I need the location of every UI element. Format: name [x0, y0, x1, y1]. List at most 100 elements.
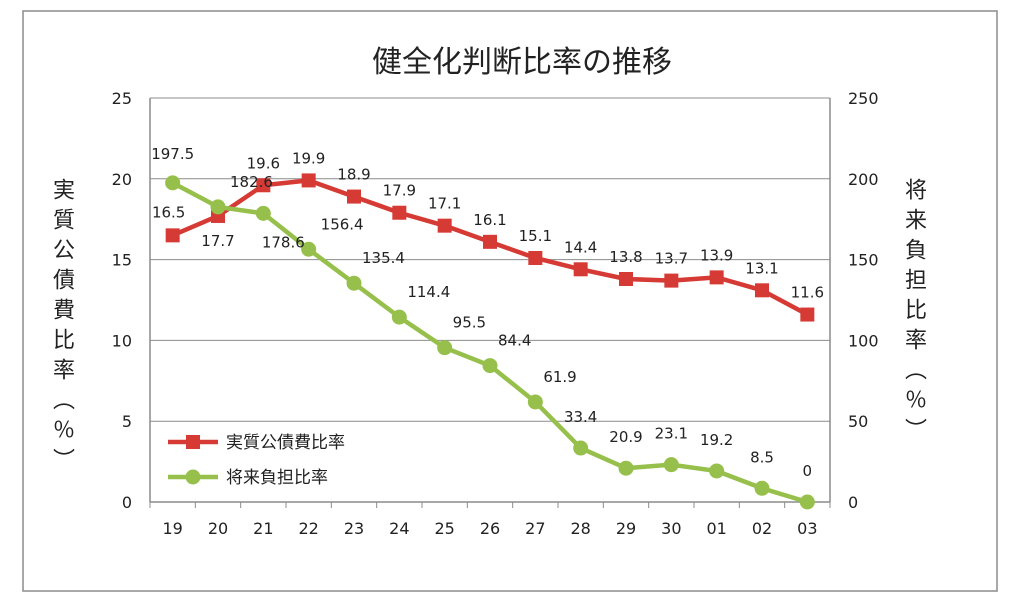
- data-label-debt-service-ratio: 13.1: [745, 259, 778, 277]
- legend-marker-debt-service-ratio: [186, 435, 200, 449]
- data-point-debt-service-ratio: [800, 307, 815, 322]
- data-point-future-burden-ratio: [165, 175, 181, 191]
- data-point-debt-service-ratio: [392, 205, 407, 220]
- data-point-debt-service-ratio: [528, 250, 543, 265]
- y-tick-label-left: 0: [122, 493, 132, 512]
- data-label-future-burden-ratio: 156.4: [321, 215, 364, 233]
- data-label-future-burden-ratio: 33.4: [564, 408, 597, 426]
- x-tick-label: 29: [616, 519, 636, 538]
- data-label-debt-service-ratio: 16.5: [152, 203, 185, 221]
- data-point-debt-service-ratio: [301, 173, 316, 188]
- data-point-future-burden-ratio: [301, 241, 317, 257]
- y-tick-label-right: 200: [848, 170, 879, 189]
- x-tick-label: 19: [162, 519, 182, 538]
- x-tick-label: 21: [253, 519, 273, 538]
- legend-label-future-burden-ratio: 将来負担比率: [226, 468, 328, 488]
- x-tick-label: 27: [525, 519, 545, 538]
- chart-frame: [22, 10, 998, 592]
- data-label-future-burden-ratio: 95.5: [453, 314, 486, 332]
- gridlines: [150, 97, 830, 422]
- data-label-debt-service-ratio: 19.6: [247, 154, 280, 172]
- x-tick-label: 30: [661, 519, 681, 538]
- data-label-future-burden-ratio: 197.5: [151, 145, 194, 163]
- data-label-future-burden-ratio: 84.4: [498, 332, 531, 350]
- y-axis-label-left: 実質公債費比率（％）: [49, 178, 74, 478]
- data-label-future-burden-ratio: 23.1: [655, 425, 688, 443]
- y-axis-label-right: 将来負担比率（％）: [901, 178, 926, 448]
- data-label-debt-service-ratio: 13.7: [655, 250, 688, 268]
- data-point-future-burden-ratio: [573, 440, 589, 456]
- data-label-debt-service-ratio: 13.9: [700, 246, 733, 264]
- data-label-future-burden-ratio: 114.4: [407, 283, 450, 301]
- x-tick-label: 25: [434, 519, 454, 538]
- data-label-debt-service-ratio: 18.9: [337, 166, 370, 184]
- data-label-debt-service-ratio: 17.7: [201, 232, 234, 250]
- x-tick-label: 22: [298, 519, 318, 538]
- data-point-debt-service-ratio: [709, 270, 724, 285]
- x-tick-label: 28: [570, 519, 590, 538]
- data-label-future-burden-ratio: 20.9: [609, 428, 642, 446]
- data-label-debt-service-ratio: 14.4: [564, 238, 597, 256]
- data-point-future-burden-ratio: [527, 394, 543, 410]
- y-tick-label-right: 150: [848, 251, 879, 270]
- x-tick-label: 23: [344, 519, 364, 538]
- data-point-future-burden-ratio: [437, 340, 453, 356]
- data-point-debt-service-ratio: [755, 283, 769, 298]
- data-label-future-burden-ratio: 19.2: [700, 431, 733, 449]
- data-label-debt-service-ratio: 17.9: [383, 182, 416, 200]
- y-tick-label-right: 0: [848, 493, 858, 512]
- data-label-future-burden-ratio: 8.5: [750, 448, 774, 466]
- data-label-debt-service-ratio: 11.6: [791, 284, 824, 302]
- data-label-debt-service-ratio: 16.1: [473, 211, 506, 229]
- data-point-future-burden-ratio: [754, 480, 770, 496]
- data-label-future-burden-ratio: 61.9: [543, 368, 576, 386]
- x-tick-label: 24: [389, 519, 409, 538]
- y-tick-label-left: 10: [112, 331, 132, 350]
- data-point-future-burden-ratio: [799, 494, 815, 510]
- data-point-debt-service-ratio: [483, 234, 497, 249]
- data-point-debt-service-ratio: [437, 218, 452, 233]
- data-point-debt-service-ratio: [256, 178, 271, 193]
- data-label-debt-service-ratio: 19.9: [292, 149, 325, 167]
- x-tick-label: 03: [797, 519, 817, 538]
- x-tick-label: 02: [752, 519, 772, 538]
- data-point-future-burden-ratio: [210, 199, 226, 215]
- legend-label-debt-service-ratio: 実質公債費比率: [226, 433, 345, 453]
- data-label-future-burden-ratio: 135.4: [362, 249, 405, 267]
- data-point-future-burden-ratio: [346, 275, 362, 291]
- y-tick-label-left: 15: [112, 251, 132, 270]
- data-label-debt-service-ratio: 17.1: [428, 195, 461, 213]
- y-tick-label-right: 100: [848, 331, 879, 350]
- x-tick-label: 26: [480, 519, 500, 538]
- data-point-future-burden-ratio: [618, 460, 634, 476]
- chart-title: 健全化判断比率の推移: [372, 45, 672, 80]
- data-point-future-burden-ratio: [255, 205, 271, 221]
- data-point-debt-service-ratio: [165, 228, 180, 243]
- data-point-debt-service-ratio: [573, 262, 588, 277]
- data-point-debt-service-ratio: [347, 189, 361, 204]
- y-tick-label-left: 25: [112, 89, 132, 108]
- data-labels: 16.5 17.7 19.6 19.9 18.9 17.9 17.1 16.1 15.1 14.4…: [151, 145, 824, 480]
- data-point-debt-service-ratio: [619, 271, 633, 286]
- data-point-future-burden-ratio: [663, 457, 679, 473]
- y-tick-label-left: 5: [122, 412, 132, 431]
- data-point-future-burden-ratio: [482, 358, 498, 374]
- y-tick-label-right: 250: [848, 89, 879, 108]
- data-label-debt-service-ratio: 13.8: [609, 248, 642, 266]
- x-tick-label: 20: [208, 519, 228, 538]
- legend-marker-future-burden-ratio: [185, 469, 201, 485]
- series: [165, 173, 815, 510]
- data-point-future-burden-ratio: [391, 309, 407, 325]
- data-point-debt-service-ratio: [664, 273, 679, 288]
- data-point-future-burden-ratio: [709, 463, 725, 479]
- data-label-debt-service-ratio: 15.1: [519, 227, 552, 245]
- y-tick-label-right: 50: [848, 412, 868, 431]
- y-tick-label-left: 20: [112, 170, 132, 189]
- data-label-future-burden-ratio: 178.6: [262, 233, 305, 251]
- x-tick-label: 01: [706, 519, 726, 538]
- data-label-future-burden-ratio: 182.6: [230, 173, 273, 191]
